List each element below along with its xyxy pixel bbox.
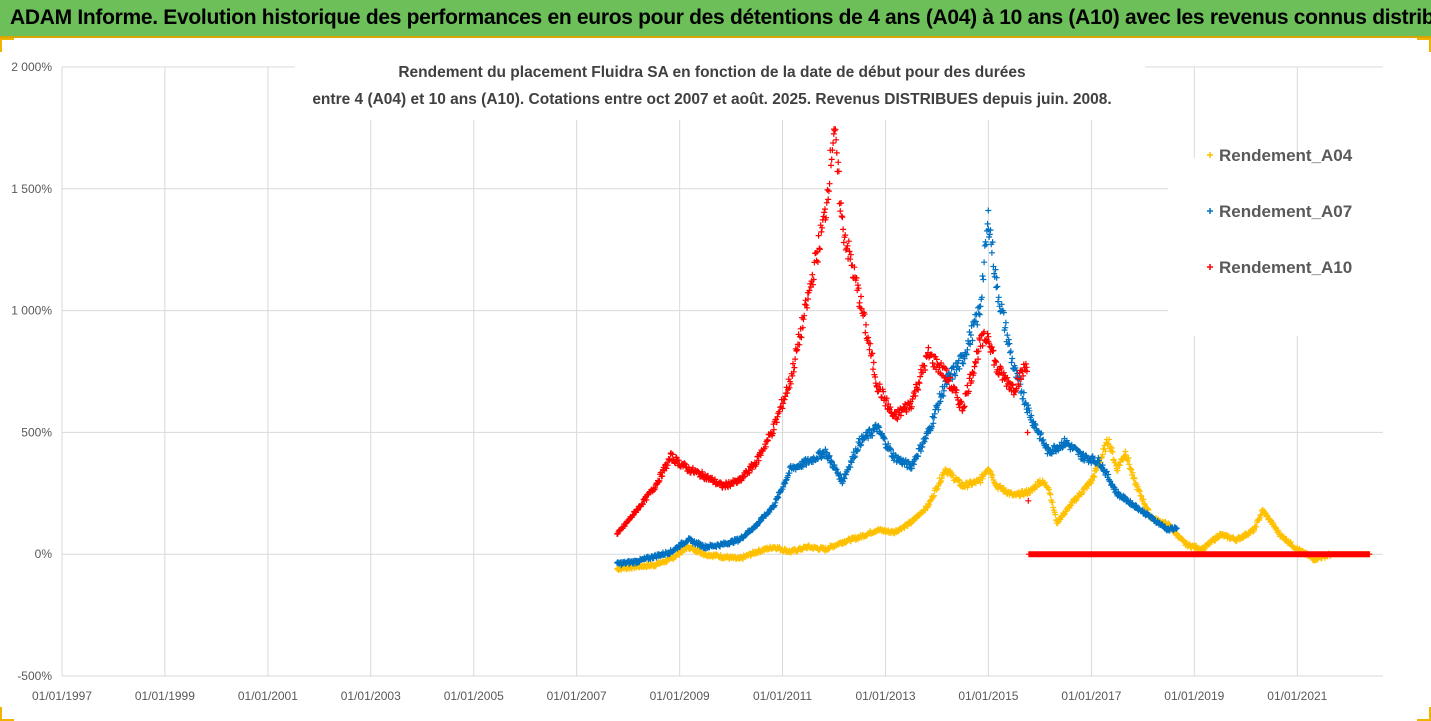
chart: -500% 0% 500% 1 000% 1 500% 2 000% 01/01/1997… [0,38,1431,721]
x-tick-label: 01/01/1999 [135,689,195,703]
chart-title-background [295,52,1145,120]
x-tick-label: 01/01/2007 [547,689,607,703]
chart-background [0,38,1431,721]
y-tick-label: 500% [21,425,52,439]
frame-corner-bottom-left [0,707,14,721]
legend-label: Rendement_A07 [1219,202,1352,221]
x-tick-label: 01/01/2021 [1267,689,1327,703]
frame-corner-bottom-right [1417,707,1431,721]
banner: ADAM Informe. Evolution historique des p… [0,0,1431,38]
x-tick-label: 01/01/2003 [341,689,401,703]
y-tick-label: 1 000% [11,304,52,318]
x-tick-label: 01/01/2017 [1061,689,1121,703]
frame-corner-top-right [1417,38,1431,52]
series-markers [614,207,1180,569]
chart-title-line-1: Rendement du placement Fluidra SA en fon… [398,64,1025,81]
y-axis-labels: -500% 0% 500% 1 000% 1 500% 2 000% [11,60,52,683]
legend: Rendement_A04 Rendement_A07 Rendement_A10 [1168,146,1383,336]
x-tick-label: 01/01/2013 [856,689,916,703]
x-tick-label: 01/01/2005 [444,689,504,703]
chart-title-line-2: entre 4 (A04) et 10 ans (A10). Cotations… [312,91,1111,108]
chart-title-box: Rendement du placement Fluidra SA en fon… [295,52,1145,120]
series-Rendement_A04 [614,436,1373,573]
banner-title: ADAM Informe. Evolution historique des p… [10,6,1431,29]
x-tick-label: 01/01/2015 [958,689,1018,703]
x-axis-labels: 01/01/1997 01/01/1999 01/01/2001 01/01/2003… [32,689,1328,703]
x-tick-label: 01/01/2001 [238,689,298,703]
x-tick-label: 01/01/2011 [753,689,812,703]
y-tick-label: 2 000% [11,60,52,74]
legend-marker [1207,152,1213,158]
series-markers [614,126,1373,558]
y-tick-label: 0% [35,547,53,561]
legend-label: Rendement_A10 [1219,258,1352,277]
series-Rendement_A07 [614,207,1180,569]
y-tick-label: 1 500% [11,182,52,196]
plot-area [614,126,1373,573]
y-tick-label: -500% [17,669,52,683]
frame-corner-top-left [0,38,14,52]
legend-marker [1207,264,1213,270]
x-tick-label: 01/01/2019 [1164,689,1224,703]
legend-background [1168,158,1383,336]
series-Rendement_A10 [614,126,1373,558]
series-markers [614,436,1373,573]
x-tick-label: 01/01/1997 [32,689,92,703]
x-tick-label: 01/01/2009 [650,689,710,703]
legend-label: Rendement_A04 [1219,146,1353,165]
legend-marker [1207,208,1213,214]
